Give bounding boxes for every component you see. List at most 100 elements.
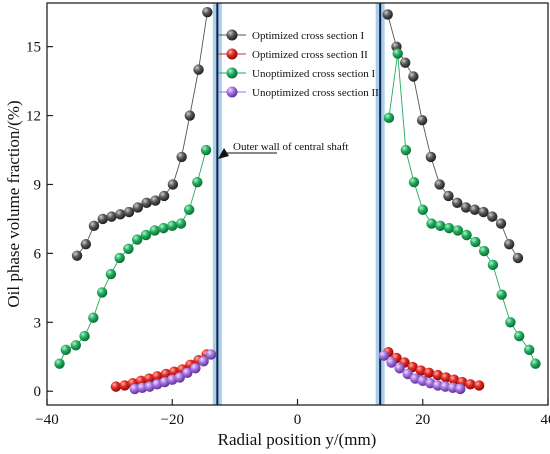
data-point-s0-21 — [425, 151, 437, 163]
data-point-s2-12 — [158, 222, 169, 234]
legend-label-0: Optimized cross section I — [252, 30, 364, 42]
data-point-s1-20 — [448, 374, 460, 385]
data-point-s2-29 — [478, 245, 490, 257]
data-point-s0-16 — [382, 9, 393, 20]
data-point-s0-1 — [80, 239, 92, 250]
data-point-s1-18 — [432, 369, 443, 381]
data-point-s1-4 — [143, 373, 155, 384]
axis-ticks: −40 −20 0 20 40 0 3 6 9 12 15 — [26, 40, 550, 428]
data-point-s2-15 — [183, 204, 195, 215]
data-point-s1-22 — [465, 379, 476, 390]
data-point-s0-12 — [176, 151, 187, 163]
x-tick-label-3: 20 — [415, 412, 430, 428]
data-point-s3-6 — [174, 372, 185, 383]
legend-marker-1 — [226, 48, 238, 60]
data-point-s2-7 — [114, 252, 125, 264]
data-point-s2-16 — [192, 176, 203, 188]
data-point-s0-23 — [443, 190, 454, 202]
data-point-s2-33 — [513, 330, 525, 342]
x-tick-label-1: −20 — [161, 412, 184, 428]
data-point-s0-9 — [150, 195, 161, 206]
legend-item-3: Unoptimized cross section II — [218, 86, 379, 99]
y-tick-label-0: 0 — [34, 384, 42, 400]
y-tick-label-5: 15 — [26, 40, 41, 56]
data-point-s2-32 — [505, 317, 516, 328]
legend-item-1: Optimized cross section II — [218, 48, 368, 61]
data-point-s0-13 — [184, 110, 195, 121]
y-tick-label-1: 3 — [34, 315, 42, 331]
data-point-s2-5 — [96, 287, 108, 298]
data-point-s0-3 — [97, 213, 108, 225]
data-point-s1-19 — [440, 372, 452, 383]
data-point-s1-5 — [152, 371, 163, 382]
data-point-s2-9 — [131, 234, 143, 245]
data-point-s2-8 — [123, 243, 134, 254]
data-point-s3-8 — [190, 363, 201, 374]
data-point-s2-10 — [140, 229, 152, 241]
legend: Optimized cross section I Optimized cros… — [218, 29, 379, 99]
data-point-s0-20 — [416, 114, 428, 126]
shaft-walls — [212, 3, 385, 405]
data-point-s2-28 — [470, 236, 481, 248]
data-point-s0-11 — [167, 179, 179, 190]
data-point-s2-24 — [435, 220, 446, 232]
data-point-s0-27 — [478, 206, 489, 218]
data-point-s3-7 — [182, 367, 193, 379]
data-point-s1-17 — [423, 367, 435, 379]
legend-label-2: Unoptimized cross section I — [252, 68, 375, 80]
legend-label-3: Unoptimized cross section II — [252, 87, 379, 99]
data-point-s2-27 — [461, 229, 472, 241]
data-point-s0-4 — [106, 211, 117, 222]
series-lines — [59, 12, 536, 364]
data-point-s2-2 — [70, 340, 82, 351]
data-point-s3-14 — [402, 368, 413, 380]
data-point-s2-0 — [54, 358, 65, 369]
data-point-s0-5 — [115, 209, 126, 220]
plot-frame — [46, 2, 549, 406]
data-point-s2-30 — [487, 259, 499, 271]
x-axis-title: Radial position y/(mm) — [218, 430, 377, 449]
data-point-s0-31 — [512, 252, 524, 264]
data-point-s2-19 — [392, 48, 403, 59]
data-point-s0-24 — [451, 197, 463, 209]
series-line-0-right — [387, 14, 519, 259]
data-point-s0-8 — [141, 197, 152, 209]
data-point-s2-20 — [400, 144, 412, 156]
series-line-0-left — [76, 12, 208, 256]
data-point-s3-12 — [386, 357, 397, 368]
data-point-s2-26 — [452, 225, 464, 236]
y-tick-label-3: 9 — [34, 177, 42, 193]
y-tick-label-4: 12 — [26, 109, 41, 125]
data-point-s0-22 — [434, 179, 445, 190]
annotation: Outer wall of central shaft — [218, 141, 348, 159]
data-point-s3-13 — [394, 363, 405, 374]
data-point-s2-21 — [408, 176, 420, 188]
data-point-s0-29 — [495, 218, 507, 229]
data-point-s2-25 — [443, 222, 455, 234]
data-point-s0-30 — [503, 239, 515, 250]
legend-marker-0 — [226, 29, 238, 41]
data-point-s3-11 — [378, 350, 390, 361]
legend-marker-3 — [226, 86, 238, 98]
data-point-s0-26 — [469, 204, 480, 215]
data-point-s0-19 — [408, 71, 419, 82]
x-tick-label-0: −40 — [35, 412, 58, 428]
data-point-s2-6 — [105, 268, 117, 280]
data-point-s0-28 — [487, 211, 498, 222]
data-point-s2-11 — [149, 225, 160, 236]
legend-label-1: Optimized cross section II — [252, 49, 368, 61]
x-tick-label-2: 0 — [294, 412, 302, 428]
data-point-s0-15 — [202, 6, 213, 18]
y-tick-label-2: 6 — [34, 246, 42, 262]
y-axis-title: Oil phase volume fraction/(%) — [4, 100, 23, 307]
annotation-arrowhead — [218, 148, 229, 159]
data-point-s2-4 — [88, 312, 99, 323]
data-point-s2-13 — [167, 220, 178, 232]
data-point-s3-9 — [198, 356, 209, 367]
data-point-s0-18 — [400, 57, 411, 68]
data-point-s1-0 — [110, 381, 122, 392]
data-point-s2-35 — [530, 358, 541, 369]
legend-item-0: Optimized cross section I — [218, 29, 364, 42]
data-point-s2-22 — [417, 204, 428, 215]
